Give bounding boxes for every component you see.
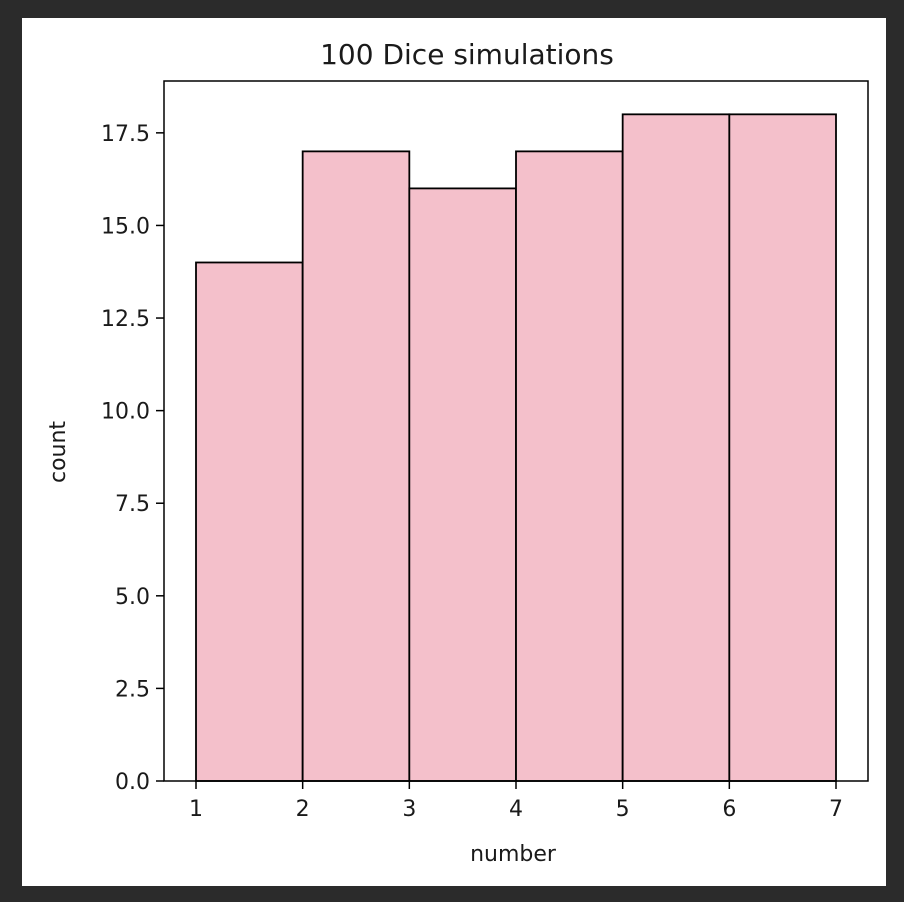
histogram-bar-1 <box>195 261 304 782</box>
x-tick-label: 6 <box>722 797 736 822</box>
y-tick-label: 0.0 <box>115 770 150 795</box>
histogram-bar-6 <box>728 113 837 782</box>
y-axis-label: count <box>46 421 71 483</box>
x-tick-label: 5 <box>616 797 630 822</box>
y-tick-label: 5.0 <box>115 585 150 610</box>
x-tick-label: 7 <box>829 797 843 822</box>
x-tick-label: 4 <box>509 797 523 822</box>
x-tick-label: 1 <box>189 797 203 822</box>
y-tick-label: 15.0 <box>101 214 150 239</box>
x-tick-label: 2 <box>296 797 310 822</box>
x-tick-label: 3 <box>402 797 416 822</box>
histogram-bar-3 <box>408 187 517 782</box>
x-axis-ticks: 1 2 3 4 5 6 7 <box>189 781 843 822</box>
y-axis-ticks: 0.0 2.5 5.0 7.5 10.0 12.5 15.0 17.5 <box>101 122 164 795</box>
chart-figure: 100 Dice simulations 1 2 3 4 5 6 7 0.0 2.5 5.0 7.… <box>22 18 886 886</box>
bars-group <box>195 113 837 782</box>
histogram-chart: 100 Dice simulations 1 2 3 4 5 6 7 0.0 2.5 5.0 7.… <box>46 38 869 867</box>
y-tick-label: 2.5 <box>115 677 150 702</box>
chart-title: 100 Dice simulations <box>320 38 614 71</box>
y-tick-label: 10.0 <box>101 400 150 425</box>
y-tick-label: 12.5 <box>101 307 150 332</box>
histogram-bar-5 <box>621 113 731 782</box>
y-tick-label: 17.5 <box>101 122 150 147</box>
histogram-bar-4 <box>515 150 624 782</box>
histogram-bar-2 <box>301 150 411 782</box>
x-axis-label: number <box>470 842 557 867</box>
y-tick-label: 7.5 <box>115 492 150 517</box>
